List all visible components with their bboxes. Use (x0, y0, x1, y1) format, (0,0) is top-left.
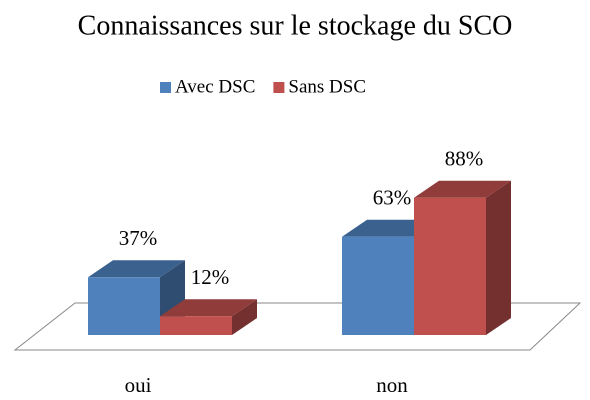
bar-top (160, 299, 257, 317)
chart-title: Connaissances sur le stockage du SCO (78, 10, 513, 41)
legend-swatch (273, 82, 285, 93)
data-label: 63% (373, 186, 412, 210)
legend-label: Sans DSC (288, 76, 366, 97)
data-label: 37% (119, 226, 158, 250)
data-label: 12% (191, 265, 230, 289)
x-tick-label: oui (125, 373, 152, 397)
bar (342, 236, 414, 335)
bar (414, 197, 486, 335)
data-label: 88% (445, 147, 484, 171)
bar-side (232, 299, 257, 335)
bar-top (414, 180, 511, 198)
bar (160, 316, 232, 335)
x-tick-label: non (376, 373, 408, 397)
bar (88, 277, 160, 335)
legend-label: Avec DSC (175, 76, 255, 97)
legend-swatch (160, 82, 171, 93)
bar-side (486, 180, 511, 335)
bar-top (88, 260, 185, 278)
